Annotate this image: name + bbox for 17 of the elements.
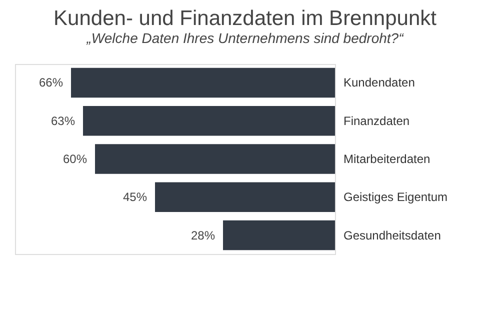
data-label: 45% (122, 190, 148, 204)
bar (155, 182, 335, 212)
chart-title: Kunden- und Finanzdaten im Brennpunkt (54, 7, 437, 30)
y-tick-label: Gesundheitsdaten (344, 228, 441, 242)
y-tick-label: Finanzdaten (344, 114, 410, 128)
bar (223, 220, 335, 250)
data-label: 60% (62, 152, 88, 166)
y-tick-label: Kundendaten (344, 76, 415, 90)
bar (71, 68, 335, 98)
bar (83, 106, 335, 136)
y-tick-label: Geistiges Eigentum (344, 190, 448, 204)
data-label: 66% (38, 76, 64, 90)
data-label: 63% (50, 114, 76, 128)
y-tick-label: Mitarbeiterdaten (344, 152, 430, 166)
chart-subtitle: „Welche Daten Ihres Unternehmens sind bedroht?“ (86, 30, 405, 46)
data-label: 28% (190, 228, 216, 242)
bar (95, 144, 335, 174)
